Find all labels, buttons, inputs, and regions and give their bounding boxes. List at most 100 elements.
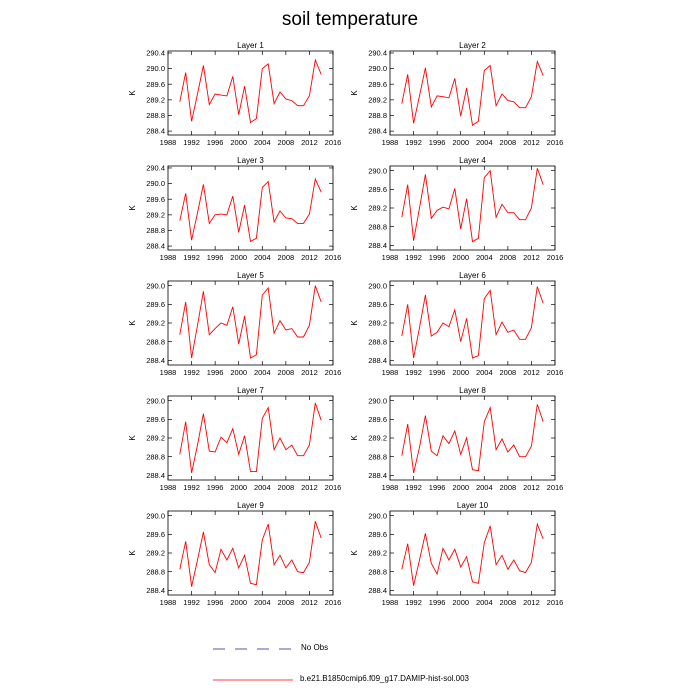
y-tick-label: 290.0 — [146, 511, 165, 520]
x-tick-label: 2008 — [278, 598, 295, 607]
plot-frame — [389, 50, 556, 136]
y-tick-label: 289.2 — [146, 210, 165, 219]
x-tick-label: 2008 — [278, 483, 295, 492]
x-tick-label: 1996 — [429, 138, 446, 147]
y-tick-label: 288.8 — [368, 111, 387, 120]
y-tick-label: 289.6 — [368, 415, 387, 424]
x-tick-label: 2004 — [254, 253, 271, 262]
legend-model-line — [213, 679, 293, 681]
x-tick-label: 1992 — [183, 138, 200, 147]
y-tick-label: 290.0 — [146, 281, 165, 290]
x-tick-label: 2016 — [325, 483, 342, 492]
x-tick-label: 2012 — [523, 253, 540, 262]
y-tick-label: 289.2 — [146, 434, 165, 443]
chart-panel-layer-4: Layer 4 1988 1992 1996 2000 2004 2008 2012 2016 2… — [350, 156, 563, 262]
y-tick-label: 288.8 — [146, 452, 165, 461]
y-axis-label: K — [350, 90, 359, 96]
x-tick-label: 2008 — [278, 368, 295, 377]
y-tick-label: 289.6 — [146, 80, 165, 89]
y-tick-label: 290.4 — [368, 49, 387, 58]
y-tick-label: 289.6 — [368, 80, 387, 89]
x-tick-label: 1988 — [160, 368, 177, 377]
x-tick-label: 2000 — [452, 138, 469, 147]
panel-title: Layer 4 — [459, 156, 486, 165]
y-tick-label: 288.8 — [146, 226, 165, 235]
series-line — [179, 402, 322, 474]
panel-title: Layer 10 — [457, 501, 489, 510]
x-tick-label: 1992 — [183, 368, 200, 377]
y-tick-label: 290.4 — [146, 49, 165, 58]
y-tick-label: 289.2 — [368, 549, 387, 558]
x-tick-label: 1996 — [429, 598, 446, 607]
plot-frame — [167, 165, 334, 251]
x-tick-label: 2008 — [278, 253, 295, 262]
y-axis-label: K — [128, 90, 137, 96]
x-tick-label: 2016 — [325, 368, 342, 377]
panel-title: Layer 8 — [459, 386, 486, 395]
y-axis-label: K — [128, 320, 137, 326]
x-tick-label: 2000 — [230, 253, 247, 262]
y-tick-label: 290.0 — [368, 64, 387, 73]
x-tick-label: 2004 — [476, 138, 493, 147]
x-tick-label: 2000 — [452, 368, 469, 377]
y-axis-label: K — [128, 205, 137, 211]
x-tick-label: 2000 — [230, 483, 247, 492]
chart-panel-layer-6: Layer 6 1988 1992 1996 2000 2004 2008 2012 2016 2… — [350, 271, 563, 377]
x-tick-label: 2008 — [500, 138, 517, 147]
y-tick-label: 289.2 — [146, 319, 165, 328]
x-tick-label: 1992 — [183, 253, 200, 262]
series-line — [179, 58, 322, 124]
y-tick-label: 288.8 — [368, 567, 387, 576]
x-tick-label: 2012 — [301, 253, 318, 262]
panel-title: Layer 1 — [237, 41, 264, 50]
plot-frame — [167, 50, 334, 136]
y-tick-label: 288.8 — [368, 222, 387, 231]
figure-title: soil temperature — [281, 9, 419, 30]
y-tick-label: 289.6 — [146, 195, 165, 204]
x-tick-label: 2012 — [301, 483, 318, 492]
y-tick-label: 289.2 — [368, 434, 387, 443]
y-axis-label: K — [128, 550, 137, 556]
y-tick-label: 289.2 — [368, 319, 387, 328]
y-tick-label: 289.6 — [146, 300, 165, 309]
y-tick-label: 289.6 — [368, 185, 387, 194]
x-tick-label: 2008 — [278, 138, 295, 147]
x-tick-label: 2008 — [500, 598, 517, 607]
x-tick-label: 1988 — [160, 253, 177, 262]
series-line — [179, 177, 322, 243]
chart-panel-layer-5: Layer 5 1988 1992 1996 2000 2004 2008 2012 2016 2… — [128, 271, 341, 377]
x-tick-label: 1988 — [382, 368, 399, 377]
y-tick-label: 289.6 — [146, 530, 165, 539]
y-axis-label: K — [350, 435, 359, 441]
legend-obs-label: No Obs — [301, 643, 329, 652]
x-tick-label: 1988 — [382, 253, 399, 262]
x-tick-label: 2016 — [547, 483, 564, 492]
y-tick-label: 288.4 — [368, 586, 387, 595]
y-tick-label: 289.6 — [146, 415, 165, 424]
x-tick-label: 2008 — [500, 368, 517, 377]
x-tick-label: 2000 — [452, 483, 469, 492]
series-line — [401, 286, 544, 359]
series-line — [401, 168, 544, 243]
x-tick-label: 2012 — [301, 368, 318, 377]
x-tick-label: 1988 — [382, 598, 399, 607]
chart-panel-layer-2: Layer 2 1988 1992 1996 2000 2004 2008 2012 2016 2… — [350, 41, 563, 147]
panel-title: Layer 7 — [237, 386, 264, 395]
y-tick-label: 288.8 — [146, 567, 165, 576]
x-tick-label: 1992 — [405, 253, 422, 262]
y-tick-label: 289.2 — [368, 95, 387, 104]
x-tick-label: 2004 — [476, 598, 493, 607]
y-tick-label: 288.8 — [368, 337, 387, 346]
series-line — [401, 59, 544, 126]
x-tick-label: 2016 — [325, 138, 342, 147]
series-line — [179, 285, 322, 359]
y-axis-label: K — [128, 435, 137, 441]
y-tick-label: 288.8 — [146, 337, 165, 346]
chart-panel-layer-7: Layer 7 1988 1992 1996 2000 2004 2008 2012 2016 2… — [128, 386, 341, 492]
x-tick-label: 2016 — [547, 598, 564, 607]
x-tick-label: 2004 — [476, 253, 493, 262]
panel-title: Layer 3 — [237, 156, 264, 165]
y-tick-label: 290.0 — [368, 281, 387, 290]
x-tick-label: 1992 — [183, 483, 200, 492]
